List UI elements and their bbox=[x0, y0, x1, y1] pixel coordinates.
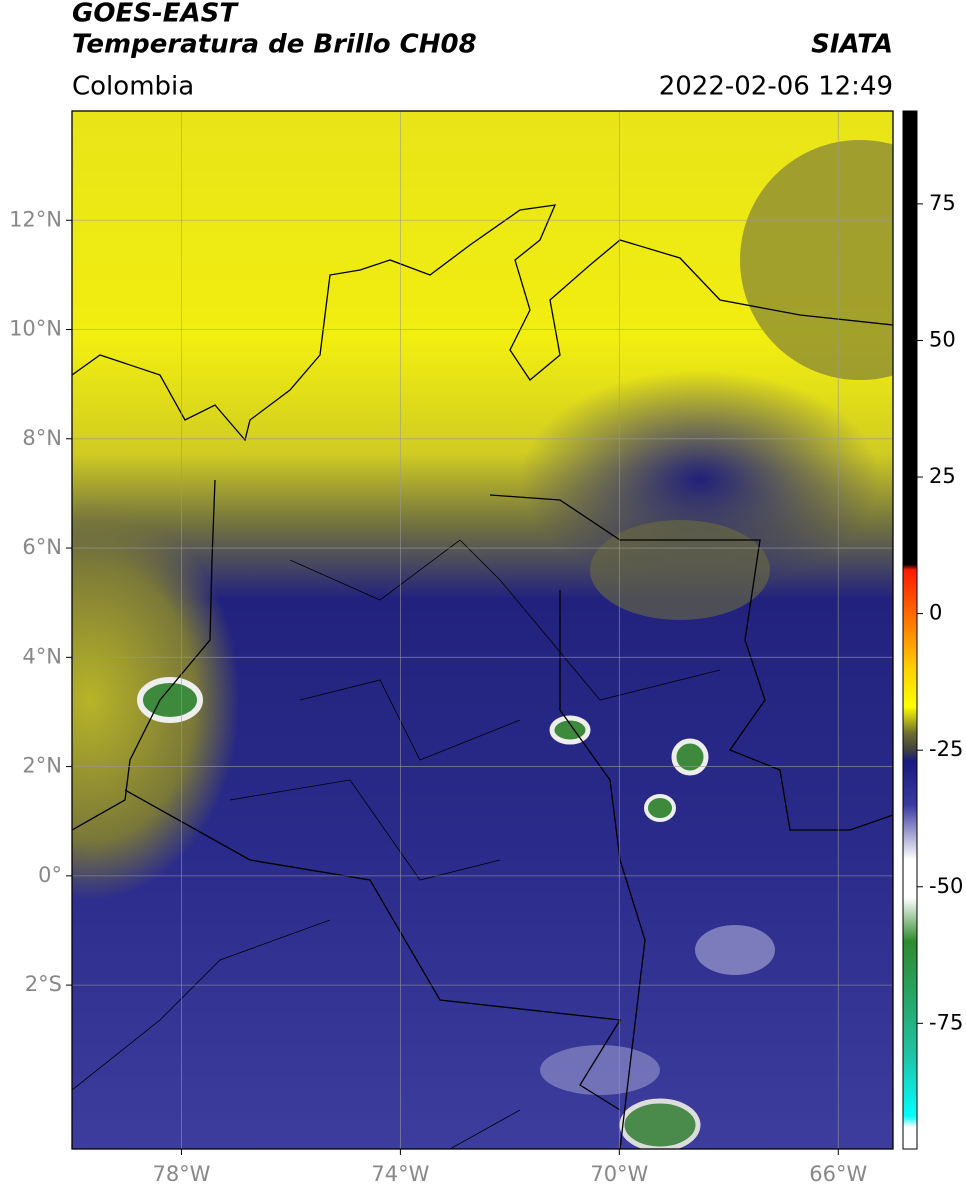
colorbar-label: 0 bbox=[929, 601, 942, 625]
border bbox=[72, 919, 521, 1149]
colorbar-label: 75 bbox=[929, 191, 956, 215]
y-tick-label: 2°N bbox=[22, 754, 62, 778]
y-tick-label: 10°N bbox=[9, 317, 62, 341]
convective-cell bbox=[137, 677, 203, 723]
cirrus bbox=[540, 1045, 660, 1095]
colorbar-label: -75 bbox=[929, 1010, 963, 1034]
y-tick-label: 6°N bbox=[22, 535, 62, 559]
x-tick-label: 74°W bbox=[371, 1162, 429, 1186]
border bbox=[489, 494, 893, 831]
cloud-field bbox=[520, 370, 880, 590]
x-tick-label: 66°W bbox=[809, 1162, 867, 1186]
imagery bbox=[72, 111, 893, 1149]
region: Colombia bbox=[72, 72, 194, 102]
grid bbox=[72, 111, 893, 1149]
convective-cell bbox=[644, 794, 676, 822]
coastline bbox=[72, 204, 893, 442]
coastline bbox=[72, 479, 216, 831]
x-tick-label: 70°W bbox=[590, 1162, 648, 1186]
colorbar-label: -50 bbox=[929, 874, 963, 898]
colorbar-label: 25 bbox=[929, 464, 956, 488]
y-tick-label: 0° bbox=[38, 863, 62, 887]
x-tick-label: 78°W bbox=[152, 1162, 210, 1186]
colorbar-label: -25 bbox=[929, 737, 963, 761]
convective-cell bbox=[549, 715, 591, 745]
colorbar bbox=[902, 110, 918, 1150]
cirrus bbox=[695, 925, 775, 975]
cloud-field bbox=[740, 140, 893, 380]
convective-cell bbox=[671, 738, 709, 776]
source: SIATA bbox=[811, 30, 893, 60]
convective-cell bbox=[619, 1098, 701, 1149]
border bbox=[124, 789, 622, 1111]
cloud-field bbox=[590, 520, 770, 620]
y-tick-label: 8°N bbox=[22, 426, 62, 450]
y-tick-label: 12°N bbox=[9, 207, 62, 231]
subtitle: Temperatura de Brillo CH08 bbox=[72, 30, 477, 60]
title: GOES-EAST bbox=[72, 0, 239, 29]
timestamp: 2022-02-06 12:49 bbox=[659, 72, 893, 102]
border bbox=[559, 590, 646, 1149]
y-tick-label: 4°N bbox=[22, 644, 62, 668]
y-tick-label: 2°S bbox=[25, 972, 62, 996]
map-frame bbox=[71, 110, 894, 1150]
colorbar-label: 50 bbox=[929, 327, 956, 351]
